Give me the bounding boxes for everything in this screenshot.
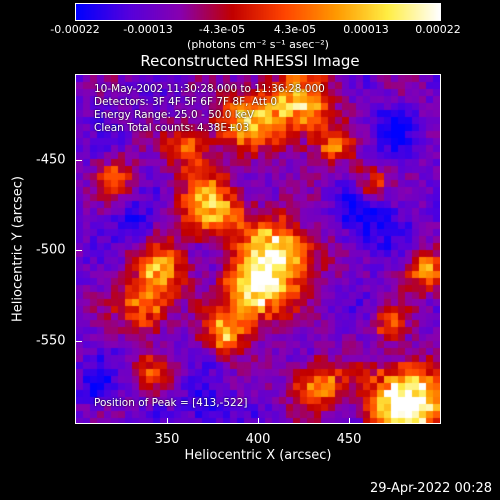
y-tick-label: -500 [36,242,66,258]
y-axis-label: Heliocentric Y (arcsec) [10,176,26,322]
colorbar-tick: -0.00013 [123,23,173,36]
x-tick-mark [167,418,168,424]
colorbar-units: (photons cm⁻² s⁻¹ asec⁻²) [187,38,329,51]
y-tick-mark [76,160,82,161]
rhessi-image: 10-May-2002 11:30:28.000 to 11:36:28.000… [75,74,441,424]
x-tick-mark [349,418,350,424]
info-energy-range: Energy Range: 25.0 - 50.0 keV [94,109,255,121]
solar-image-map [76,75,440,423]
x-tick-label: 400 [245,432,271,447]
plot-title: Reconstructed RHESSI Image [140,52,360,70]
info-time-range: 10-May-2002 11:30:28.000 to 11:36:28.000 [94,83,325,95]
plot-timestamp: 29-Apr-2022 00:28 [370,481,492,496]
x-axis-label: Heliocentric X (arcsec) [184,448,332,463]
info-peak-position: Position of Peak = [413,-522] [94,397,248,409]
y-tick-label: -550 [36,333,66,349]
colorbar-tick: -4.3e-05 [198,23,246,36]
y-tick-mark [76,341,82,342]
colorbar-tick: 4.3e-05 [273,23,317,36]
y-tick-mark [76,250,82,251]
colorbar-gradient [76,4,440,20]
colorbar-tick: 0.00022 [415,23,461,36]
x-tick-label: 350 [154,432,180,447]
colorbar [75,3,441,21]
x-tick-mark [258,418,259,424]
info-detectors: Detectors: 3F 4F 5F 6F 7F 8F, Att 0 [94,96,278,108]
info-total-counts: Clean Total counts: 4.38E+03 [94,122,250,134]
x-tick-label: 450 [336,432,362,447]
y-tick-label: -450 [36,152,66,168]
colorbar-tick: -0.00022 [50,23,100,36]
colorbar-tick: 0.00013 [343,23,389,36]
